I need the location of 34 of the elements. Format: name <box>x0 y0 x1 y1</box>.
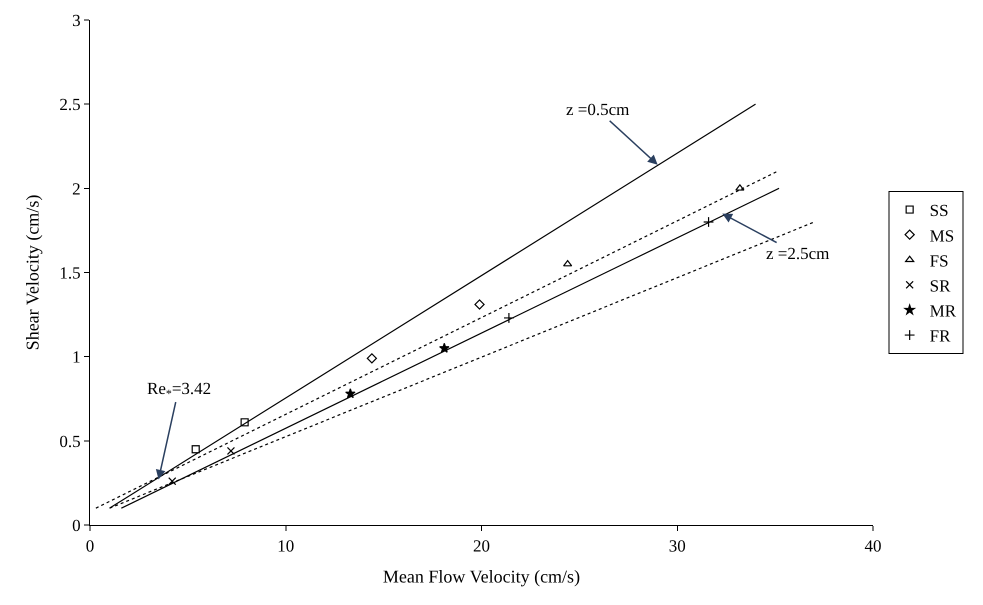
legend-label: MS <box>930 226 954 246</box>
y-tick-label: 2 <box>72 179 81 198</box>
y-tick-label: 0 <box>72 516 81 535</box>
annotation: z =2.5cm <box>766 244 830 263</box>
point <box>168 477 176 486</box>
x-axis-title: Mean Flow Velocity (cm/s) <box>382 566 580 586</box>
point <box>345 388 356 398</box>
point <box>503 312 514 324</box>
legend-label: FS <box>930 251 949 270</box>
y-tick-label: 2.5 <box>59 95 81 114</box>
y-axis-title: Shear Velocity (cm/s) <box>22 194 43 350</box>
point <box>226 446 236 456</box>
y-tick-label: 0.5 <box>59 432 81 451</box>
x-tick-label: 40 <box>864 536 882 556</box>
x-tick-label: 30 <box>668 536 686 556</box>
legend-label: MR <box>930 302 957 321</box>
point <box>366 353 378 364</box>
point <box>703 216 714 228</box>
x-tick-label: 0 <box>86 536 94 556</box>
legend-label: SS <box>930 201 949 220</box>
point <box>240 418 249 426</box>
y-tick-label: 3 <box>72 10 81 30</box>
x-tick-label: 10 <box>277 536 294 556</box>
point <box>192 445 200 454</box>
point <box>562 260 572 266</box>
y-tick-label: 1.5 <box>59 263 81 282</box>
legend-label: FR <box>930 326 952 346</box>
legend-label: SR <box>930 276 952 296</box>
x-tick-label: 20 <box>473 536 490 556</box>
annotation: Re$_{*}$=3.42 <box>147 379 212 401</box>
point <box>474 299 485 310</box>
annotation: z =0.5cm <box>566 100 630 119</box>
y-tick-label: 1 <box>72 348 81 367</box>
point <box>735 184 745 191</box>
